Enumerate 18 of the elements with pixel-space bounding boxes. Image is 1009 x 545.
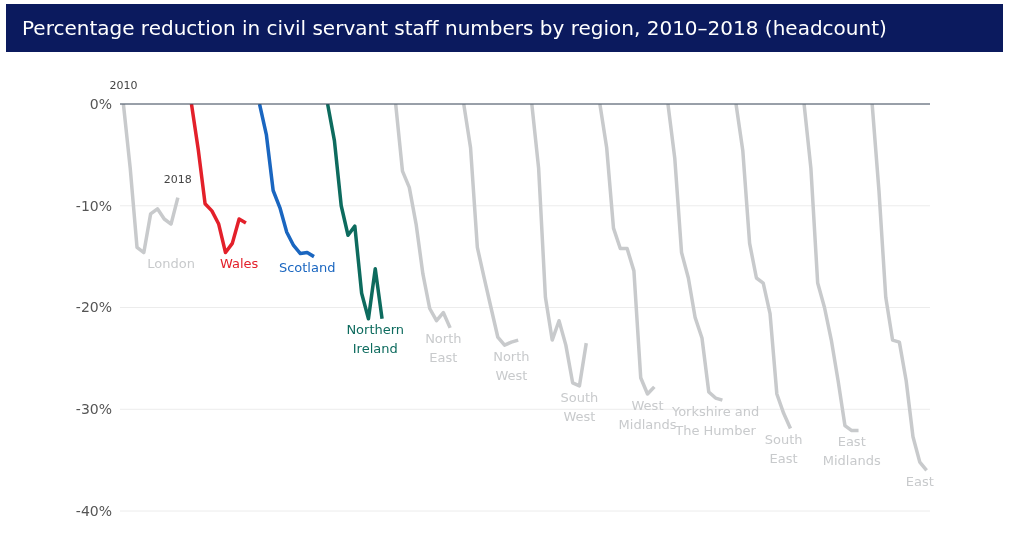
series-label: Scotland (278, 260, 336, 275)
y-tick-label: -10% (75, 197, 112, 214)
line-series (461, 104, 520, 347)
line-series (530, 104, 589, 388)
annotation: 2018 (162, 172, 193, 186)
line-series (257, 104, 316, 259)
chart-title: Percentage reduction in civil servant staff numbers by region, 2010–2018 (headcount) (6, 4, 1003, 52)
y-tick-label: -40% (75, 502, 112, 519)
series-label: Wales (219, 255, 259, 271)
line-series (802, 104, 861, 433)
line-series (598, 104, 657, 396)
line-series (666, 104, 725, 402)
series-label: Northern Ireland (346, 322, 405, 357)
text: 2010 (108, 79, 139, 92)
y-tick-label: -20% (75, 299, 112, 316)
y-tick-label: 0% (89, 95, 112, 112)
line-series (189, 104, 248, 255)
y-tick-label: -30% (75, 401, 112, 418)
